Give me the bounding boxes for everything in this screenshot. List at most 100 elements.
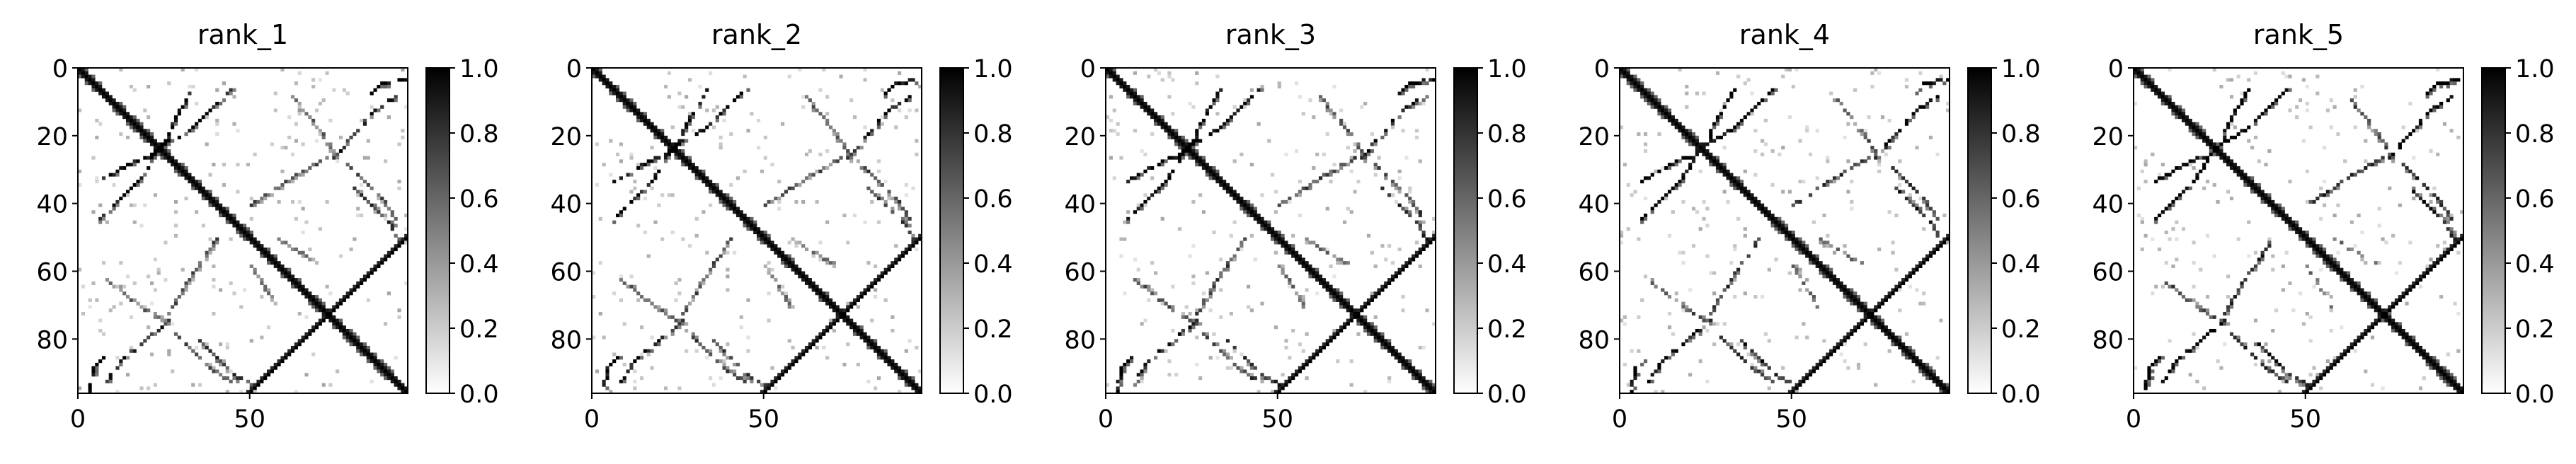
heatmap-cell bbox=[1722, 190, 1727, 194]
heatmap-cell bbox=[767, 267, 771, 272]
heatmap-cell bbox=[1418, 220, 1422, 224]
heatmap-cell bbox=[1301, 264, 1305, 269]
heatmap-cell bbox=[1928, 373, 1933, 377]
colorbar-tick-label: 0.0 bbox=[2001, 381, 2041, 409]
heatmap-cell bbox=[856, 305, 860, 309]
heatmap-cell bbox=[808, 278, 812, 282]
heatmap-cell bbox=[1932, 227, 1936, 231]
heatmap-cell bbox=[670, 328, 675, 333]
heatmap-cell bbox=[2250, 146, 2255, 150]
heatmap-cell bbox=[311, 295, 316, 299]
heatmap-cell bbox=[2353, 281, 2357, 285]
heatmap-cell bbox=[1243, 237, 1247, 241]
heatmap-cell bbox=[1349, 308, 1353, 313]
heatmap-cell bbox=[205, 190, 209, 194]
heatmap-cell bbox=[646, 352, 651, 356]
heatmap-cell bbox=[1832, 180, 1837, 184]
heatmap-cell bbox=[2412, 281, 2416, 285]
heatmap-cell bbox=[715, 105, 719, 109]
heatmap-cell bbox=[2340, 267, 2344, 272]
heatmap-cell bbox=[1432, 237, 1436, 241]
heatmap-cell bbox=[639, 166, 644, 170]
heatmap-cell bbox=[370, 359, 374, 364]
heatmap-cell bbox=[1349, 132, 1353, 137]
heatmap-cell bbox=[1408, 84, 1412, 89]
y-tick-label: 80 bbox=[1578, 326, 1610, 354]
heatmap-cell bbox=[2442, 240, 2447, 245]
heatmap-cell bbox=[1133, 383, 1137, 387]
heatmap-cell bbox=[1915, 203, 1919, 207]
heatmap-cell bbox=[2408, 335, 2412, 340]
heatmap-cell bbox=[1904, 180, 1909, 184]
heatmap-cell bbox=[239, 305, 244, 309]
heatmap-cell bbox=[2260, 193, 2265, 197]
heatmap-cell bbox=[1654, 101, 1658, 106]
heatmap-cell bbox=[874, 278, 878, 282]
heatmap-cell bbox=[1939, 74, 1943, 79]
heatmap-cell bbox=[1432, 233, 1436, 238]
heatmap-cell bbox=[284, 271, 288, 275]
heatmap-cell bbox=[2377, 132, 2381, 137]
heatmap-cell bbox=[615, 214, 620, 218]
heatmap-cell bbox=[1750, 197, 1754, 201]
heatmap-cell bbox=[681, 139, 685, 143]
heatmap-cell bbox=[1418, 379, 1422, 383]
heatmap-cell bbox=[691, 298, 695, 302]
heatmap-cell bbox=[904, 383, 908, 387]
heatmap-cell bbox=[219, 210, 223, 214]
heatmap-cell bbox=[1622, 362, 1627, 366]
heatmap-cell bbox=[2271, 267, 2275, 272]
heatmap-cell bbox=[1191, 281, 1196, 285]
heatmap-cell bbox=[1643, 132, 1648, 137]
heatmap-cell bbox=[243, 231, 247, 235]
heatmap-cell bbox=[746, 349, 750, 353]
heatmap-cell bbox=[1726, 199, 1730, 204]
heatmap-cell bbox=[270, 366, 274, 370]
heatmap-cell bbox=[787, 301, 791, 306]
heatmap-cell bbox=[2436, 244, 2440, 248]
heatmap-cell bbox=[1308, 359, 1312, 364]
heatmap-cell bbox=[1839, 173, 1843, 177]
heatmap-cell bbox=[308, 328, 312, 333]
heatmap-cell bbox=[2374, 129, 2378, 133]
heatmap-cell bbox=[1781, 376, 1785, 381]
heatmap-cell bbox=[1904, 345, 1909, 350]
heatmap-cell bbox=[2274, 207, 2279, 211]
heatmap-cell bbox=[1880, 328, 1885, 333]
heatmap-cell bbox=[856, 159, 860, 163]
heatmap-cell bbox=[249, 216, 253, 221]
heatmap-cell bbox=[1643, 95, 1648, 99]
heatmap-cell bbox=[2353, 349, 2357, 353]
heatmap-cell bbox=[1174, 339, 1179, 343]
heatmap-cell bbox=[1305, 240, 1309, 245]
heatmap-cell bbox=[774, 386, 778, 390]
heatmap-cell bbox=[1412, 101, 1416, 106]
heatmap-cell bbox=[667, 146, 671, 150]
heatmap-cell bbox=[2329, 267, 2333, 272]
heatmap-cell bbox=[832, 305, 836, 309]
heatmap-cell bbox=[243, 227, 247, 231]
heatmap-cell bbox=[2301, 231, 2306, 235]
heatmap-cell bbox=[132, 122, 137, 126]
heatmap-cell bbox=[1829, 244, 1833, 248]
heatmap-cell bbox=[2243, 95, 2248, 99]
heatmap-cell bbox=[1421, 81, 1426, 86]
heatmap-cell bbox=[904, 349, 908, 353]
heatmap-cell bbox=[863, 220, 867, 224]
heatmap-cell bbox=[1691, 159, 1696, 163]
y-tick-label: 0 bbox=[52, 55, 68, 83]
heatmap-cell bbox=[129, 84, 133, 89]
heatmap-cell bbox=[729, 182, 733, 187]
heatmap-cell bbox=[918, 390, 922, 394]
heatmap-cell bbox=[125, 274, 130, 279]
heatmap-cell bbox=[2319, 247, 2323, 252]
heatmap-cell bbox=[2157, 214, 2162, 218]
heatmap-cell bbox=[904, 214, 908, 218]
heatmap-cell bbox=[2456, 78, 2461, 82]
heatmap-cell bbox=[270, 142, 274, 146]
heatmap-cell bbox=[2178, 108, 2182, 112]
heatmap-cell bbox=[1850, 288, 1854, 292]
heatmap-cell bbox=[2415, 342, 2420, 347]
heatmap-cell bbox=[2243, 182, 2248, 187]
heatmap-cell bbox=[201, 197, 205, 201]
